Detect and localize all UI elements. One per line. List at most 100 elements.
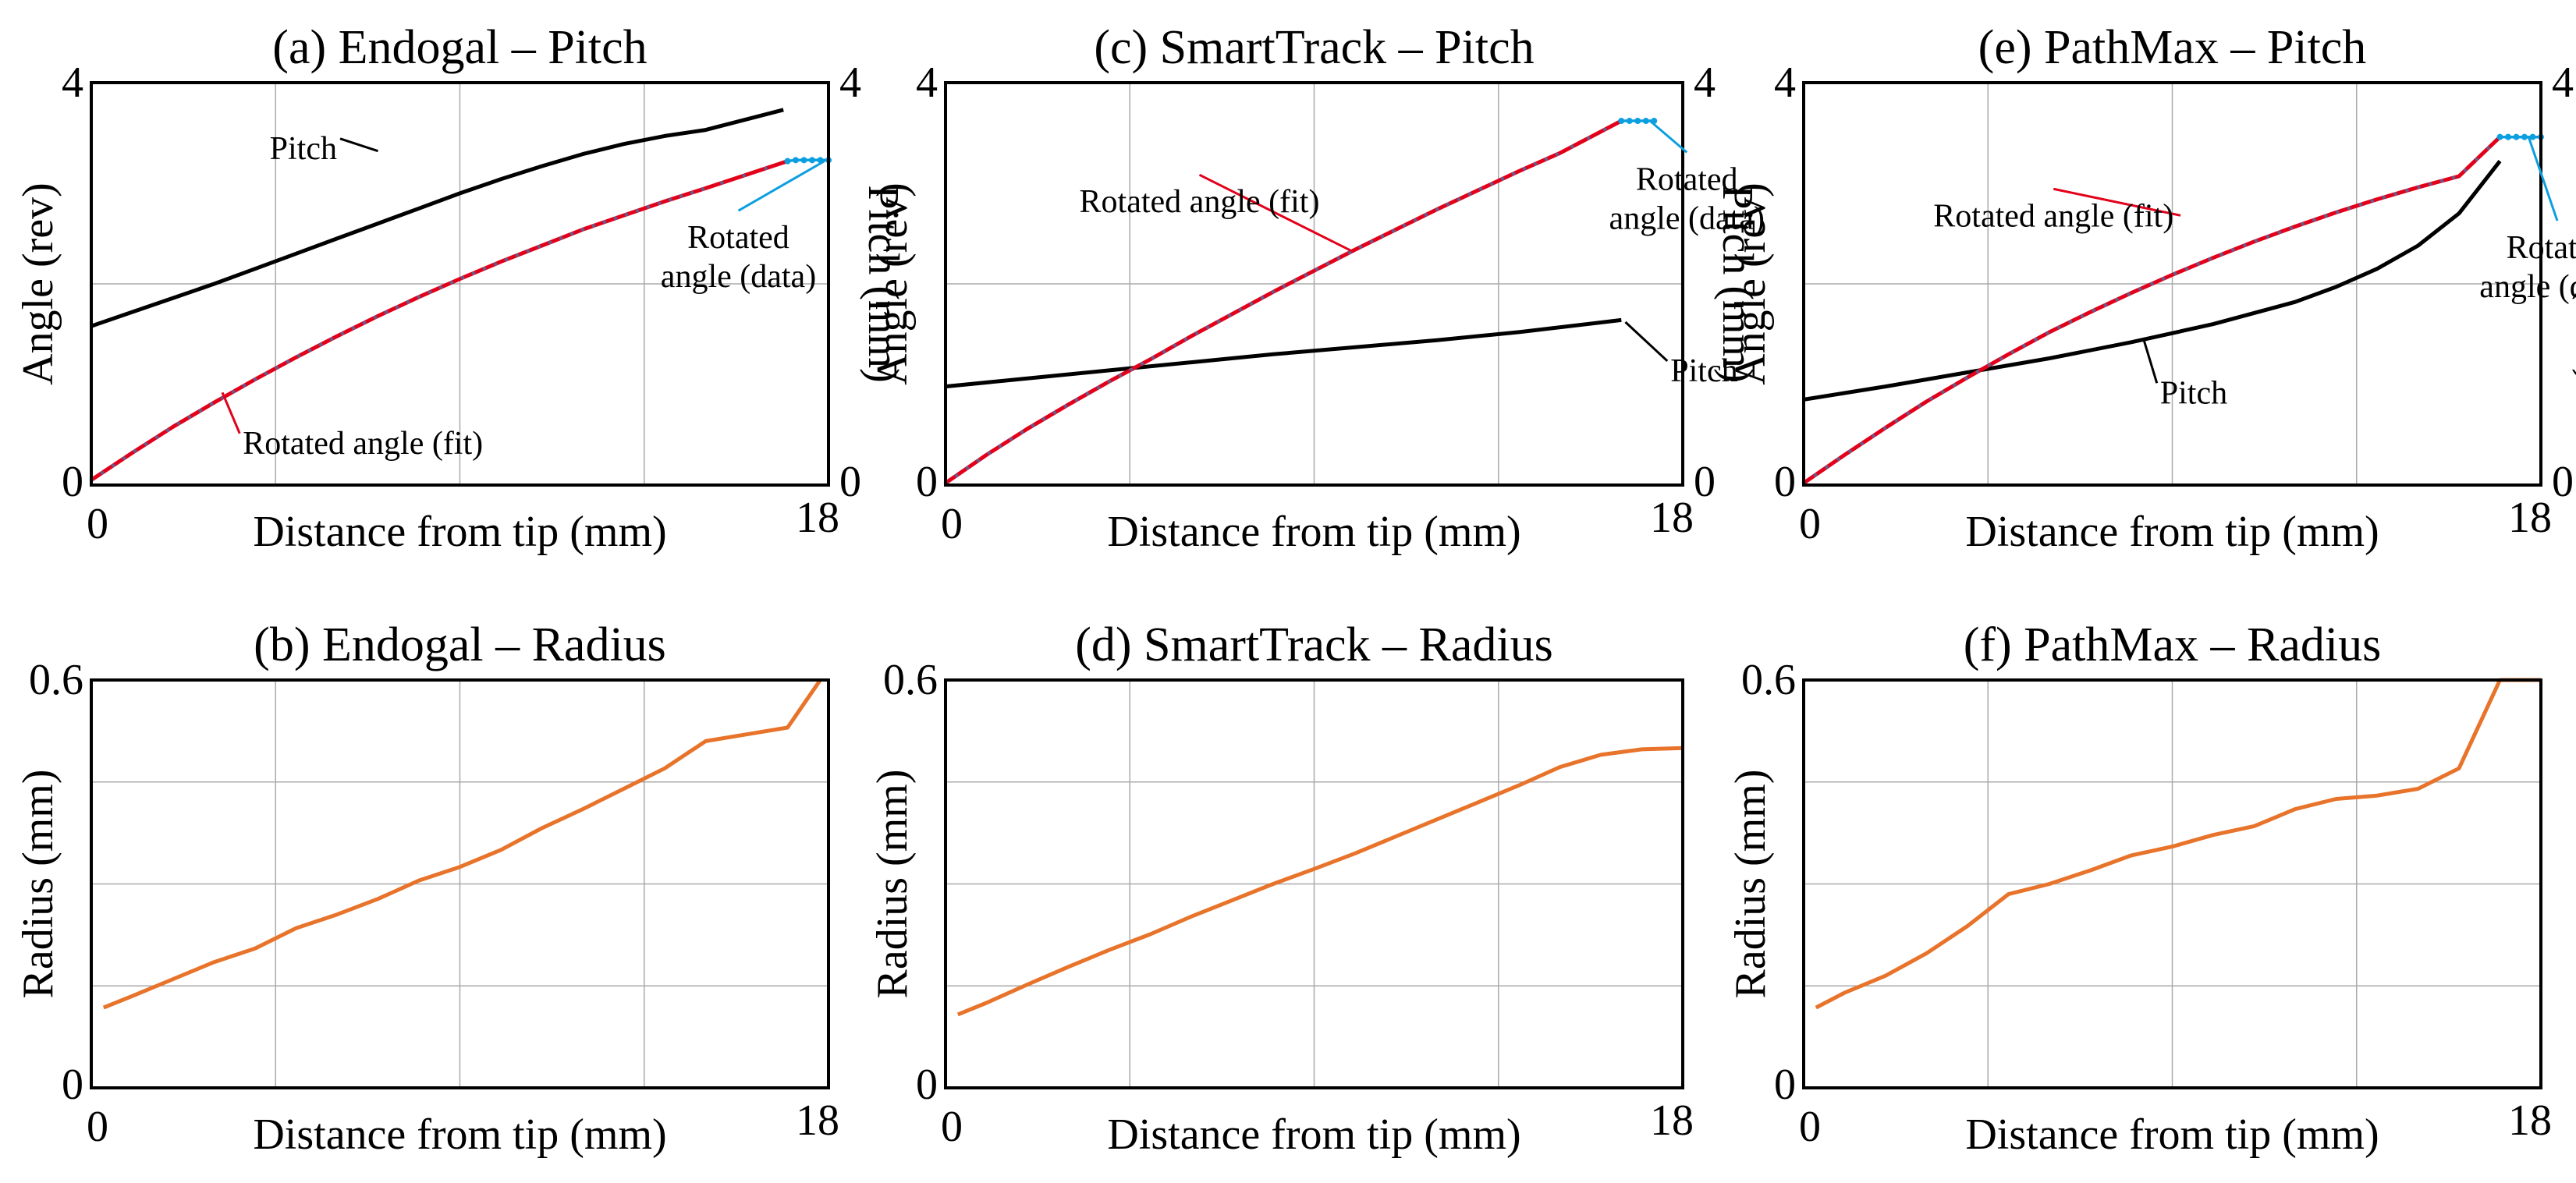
fit-sample-dot <box>1894 419 1899 423</box>
data-point-rotated-angle-data <box>2505 133 2511 140</box>
annotation-leader <box>1649 119 1688 154</box>
y2-axis-label: Pitch (mm) <box>859 185 907 383</box>
fit-sample-dot <box>742 173 746 178</box>
fit-sample-dot <box>100 470 105 475</box>
fit-sample-dot <box>2092 308 2096 313</box>
fit-sample-dot <box>133 449 137 453</box>
fit-sample-dot <box>1063 404 1068 409</box>
annotation-label: Pitch <box>270 131 337 167</box>
fit-sample-dot <box>2080 313 2085 318</box>
x-tick-label: 18 <box>1650 1096 1694 1145</box>
fit-sample-dot <box>2335 210 2340 214</box>
fit-sample-dot <box>591 224 596 228</box>
fit-sample-dot <box>1836 457 1841 462</box>
annotation-label: Rotated angle (fit) <box>1933 198 2173 234</box>
chart-title: (e) PathMax – Pitch <box>1978 21 2367 74</box>
fit-sample-dot <box>395 305 399 310</box>
fit-sample-dot <box>1533 161 1538 166</box>
fit-sample-dot <box>406 299 410 304</box>
fit-sample-dot <box>548 240 552 245</box>
chart-f: (f) PathMax – Radius Distance from tip (m… <box>1726 618 2552 1159</box>
fit-sample-dot <box>384 310 389 314</box>
x-tick-label: 0 <box>87 500 108 548</box>
fit-sample-dot <box>1151 356 1155 360</box>
fit-sample-dot <box>286 360 290 364</box>
fit-sample-dot <box>417 295 421 299</box>
fit-sample-dot <box>1358 245 1363 250</box>
y-axis-label: Angle (rev) <box>1726 182 1775 385</box>
fit-sample-dot <box>1435 207 1439 211</box>
fit-sample-dot <box>438 285 443 289</box>
fit-sample-dot <box>1162 349 1166 354</box>
fit-sample-dot <box>428 290 432 294</box>
fit-sample-dot <box>504 257 509 262</box>
fit-sample-dot <box>111 463 115 468</box>
fit-sample-dot <box>373 315 378 320</box>
fit-sample-dot <box>264 371 268 376</box>
y-tick-label: 4 <box>916 58 938 107</box>
fit-sample-dot <box>613 216 618 221</box>
series-line-rotated-angle-fit <box>944 119 1623 485</box>
fit-sample-dot <box>1602 127 1607 132</box>
fit-sample-dot <box>602 220 607 225</box>
series-line-rotated-angle-fit <box>1802 135 2502 485</box>
x-tick-label: 18 <box>796 494 839 542</box>
fit-sample-dot <box>1096 385 1101 390</box>
fit-sample-dot <box>2230 248 2235 252</box>
fit-sample-dot <box>307 348 312 352</box>
chart-title: (a) Endogal – Pitch <box>272 21 647 74</box>
series-line-radius <box>102 678 822 1010</box>
fit-sample-dot <box>2173 271 2177 276</box>
fit-sample-dot <box>2149 282 2154 286</box>
fit-sample-dot <box>1336 256 1341 260</box>
x-tick-label: 0 <box>1799 1103 1821 1151</box>
y-tick-label: 0 <box>62 1061 83 1109</box>
fit-sample-dot <box>515 253 520 257</box>
data-point-rotated-angle-data <box>1618 118 1625 125</box>
annotation-label: Rotated angle (fit) <box>1080 184 1320 220</box>
chart-title: (f) PathMax – Radius <box>1964 618 2382 671</box>
fit-sample-dot <box>1952 383 1957 388</box>
fit-sample-dot <box>580 227 585 232</box>
fit-sample-dot <box>2138 287 2142 291</box>
fit-sample-dot <box>1859 441 1864 446</box>
fit-sample-dot <box>2347 206 2351 211</box>
chart-a: (a) Endogal – Pitch Distance from tip (mm… <box>14 21 907 556</box>
x-tick-label: 0 <box>87 1103 108 1151</box>
fit-sample-dot <box>1586 136 1591 140</box>
chart-b: (b) Endogal – Radius Distance from tip (m… <box>14 618 839 1159</box>
x-tick-label: 18 <box>2508 494 2552 542</box>
fit-sample-dot <box>1544 157 1549 161</box>
fit-sample-dot <box>1293 278 1297 283</box>
data-point-rotated-angle-data <box>1626 118 1633 125</box>
fit-sample-dot <box>1271 289 1276 294</box>
y2-tick-label: 0 <box>2552 458 2574 506</box>
annotation-label: Rotated angle (fit) <box>243 426 483 462</box>
annotation-leader <box>1624 321 1669 363</box>
fit-sample-dot <box>2161 277 2166 281</box>
fit-sample-dot <box>1107 379 1112 384</box>
fit-sample-dot <box>2196 262 2201 266</box>
annotation-label: angle (data) <box>661 259 816 295</box>
fit-sample-dot <box>154 435 159 439</box>
data-point-rotated-angle-data <box>1634 118 1641 125</box>
fit-sample-dot <box>482 266 487 271</box>
fit-sample-dot <box>1964 376 1968 381</box>
fit-sample-dot <box>1085 391 1090 396</box>
y-tick-label: 0 <box>916 1061 938 1109</box>
fit-sample-dot <box>679 194 683 198</box>
fit-sample-dot <box>1249 302 1254 306</box>
fit-sample-dot <box>187 415 192 420</box>
chart-d: (d) SmartTrack – Radius Distance from tip… <box>868 618 1694 1159</box>
x-axis-label: Distance from tip (mm) <box>1107 508 1520 556</box>
annotation-label: Pitch <box>2160 375 2227 411</box>
x-tick-label: 0 <box>941 1103 963 1151</box>
fit-sample-dot <box>965 466 970 470</box>
fit-sample-dot <box>1813 473 1818 477</box>
x-tick-label: 0 <box>1799 500 1821 548</box>
fit-sample-dot <box>1347 250 1352 255</box>
fit-sample-dot <box>144 442 148 446</box>
fit-sample-dot <box>2056 325 2061 330</box>
x-tick-label: 18 <box>796 1096 839 1145</box>
